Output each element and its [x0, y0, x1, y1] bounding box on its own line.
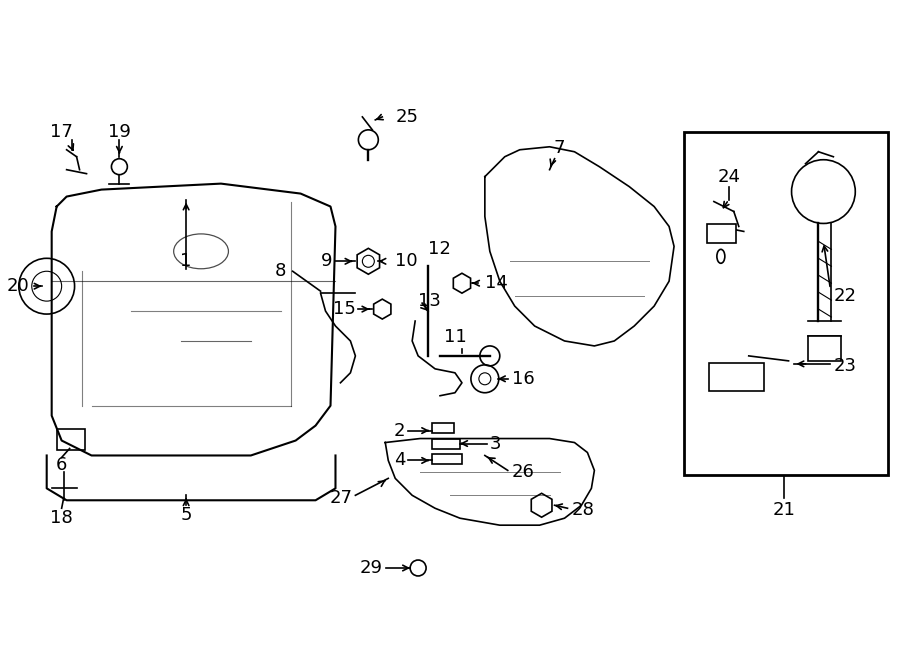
Text: 7: 7	[554, 139, 565, 157]
Text: 20: 20	[7, 277, 30, 295]
Bar	[432, 455, 462, 465]
Text: 12: 12	[428, 241, 451, 258]
Text: 5: 5	[180, 506, 192, 524]
Text: 28: 28	[572, 501, 594, 520]
Text: 19: 19	[108, 123, 130, 141]
FancyBboxPatch shape	[706, 225, 736, 243]
Text: 17: 17	[50, 123, 73, 141]
Text: 13: 13	[418, 292, 441, 310]
Bar	[709, 363, 764, 391]
Text: 16: 16	[512, 369, 535, 388]
Text: 10: 10	[395, 253, 418, 270]
Text: 6: 6	[56, 457, 68, 475]
Text: 18: 18	[50, 509, 73, 527]
Text: 24: 24	[717, 168, 741, 186]
Bar	[432, 422, 454, 432]
Bar	[684, 132, 888, 475]
Text: 2: 2	[393, 422, 405, 440]
Text: 21: 21	[772, 501, 795, 520]
Text: 11: 11	[444, 328, 466, 346]
Text: 9: 9	[321, 253, 332, 270]
Text: 1: 1	[180, 253, 192, 270]
Text: 4: 4	[393, 451, 405, 469]
Text: 23: 23	[833, 357, 857, 375]
Text: 8: 8	[274, 262, 285, 280]
Bar	[432, 438, 460, 449]
Text: 15: 15	[332, 300, 356, 318]
Bar	[808, 336, 842, 361]
Text: 29: 29	[359, 559, 382, 577]
Text: 3: 3	[490, 434, 501, 453]
Text: 25: 25	[395, 108, 419, 126]
Text: 14: 14	[485, 274, 508, 292]
Text: 26: 26	[512, 463, 535, 481]
Text: 27: 27	[329, 489, 353, 507]
Text: 22: 22	[833, 287, 857, 305]
Bar	[57, 428, 85, 451]
